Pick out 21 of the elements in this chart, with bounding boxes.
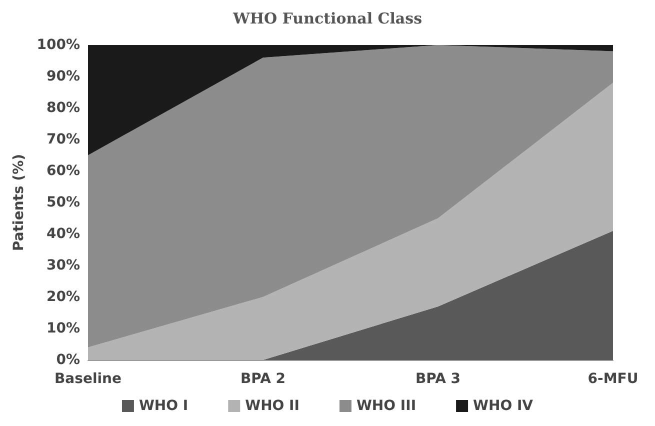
x-tick-label: BPA 3: [415, 371, 461, 387]
x-tick-label: BPA 2: [240, 371, 286, 387]
x-tick-label: Baseline: [54, 371, 122, 387]
y-tick-label: 50%: [46, 194, 80, 210]
y-tick-label: 20%: [46, 289, 80, 305]
y-tick-label: 40%: [46, 226, 80, 242]
y-tick-label: 70%: [46, 132, 80, 148]
y-tick-label: 60%: [46, 163, 80, 179]
y-tick-label: 100%: [36, 37, 80, 53]
legend-label: WHO I: [138, 398, 188, 414]
y-tick-label: 30%: [46, 258, 80, 274]
legend-label: WHO IV: [473, 398, 534, 414]
y-tick-label: 10%: [46, 320, 80, 336]
legend-label: WHO III: [356, 398, 416, 414]
chart-title: WHO Functional Class: [232, 10, 422, 28]
x-tick-label: 6-MFU: [588, 371, 638, 387]
y-axis-title: Patients (%): [10, 154, 27, 252]
y-tick-label: 80%: [46, 100, 80, 116]
legend-label: WHO II: [245, 398, 300, 414]
y-tick-label: 0%: [56, 352, 80, 368]
y-tick-label: 90%: [46, 68, 80, 84]
